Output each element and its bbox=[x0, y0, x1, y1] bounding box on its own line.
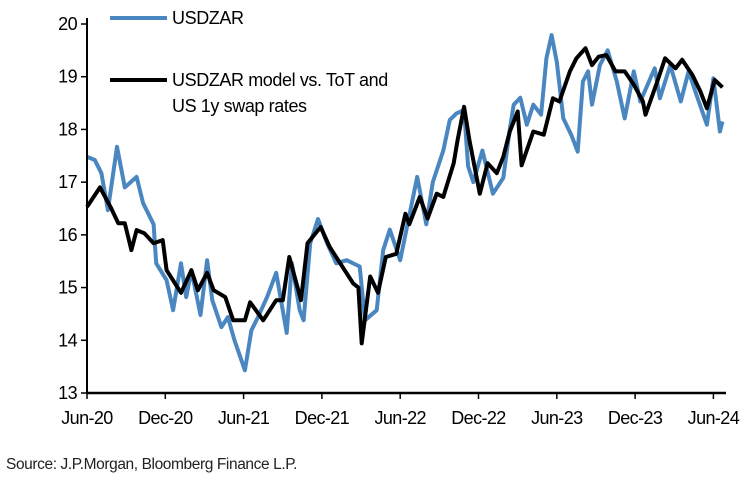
x-tick-label: Jun-23 bbox=[531, 408, 583, 428]
y-tick-label: 13 bbox=[58, 383, 77, 403]
x-tick-label: Dec-23 bbox=[608, 408, 663, 428]
legend: USDZAR USDZAR model vs. ToT and US 1y sw… bbox=[110, 8, 388, 116]
y-tick-label: 16 bbox=[58, 225, 77, 245]
y-tick-label: 14 bbox=[58, 330, 77, 350]
legend-label-model-line1: USDZAR model vs. ToT and bbox=[172, 70, 388, 90]
x-tick-label: Jun-20 bbox=[61, 408, 113, 428]
legend-label-usdzar: USDZAR bbox=[172, 8, 244, 28]
y-tick-label: 15 bbox=[58, 278, 77, 298]
y-tick-label: 18 bbox=[58, 119, 77, 139]
x-tick-label: Dec-21 bbox=[295, 408, 350, 428]
legend-label-model-line2: US 1y swap rates bbox=[172, 96, 307, 116]
x-tick-label: Jun-22 bbox=[374, 408, 426, 428]
y-tick-label: 17 bbox=[58, 172, 77, 192]
x-tick-label: Dec-20 bbox=[138, 408, 193, 428]
y-tick-label: 19 bbox=[58, 67, 77, 87]
series-line-model bbox=[85, 46, 724, 346]
x-tick-label: Dec-22 bbox=[451, 408, 506, 428]
source-note: Source: J.P.Morgan, Bloomberg Finance L.… bbox=[6, 456, 298, 473]
x-tick-label: Jun-24 bbox=[688, 408, 740, 428]
y-tick-label: 20 bbox=[58, 14, 77, 34]
x-tick-label: Jun-21 bbox=[218, 408, 270, 428]
